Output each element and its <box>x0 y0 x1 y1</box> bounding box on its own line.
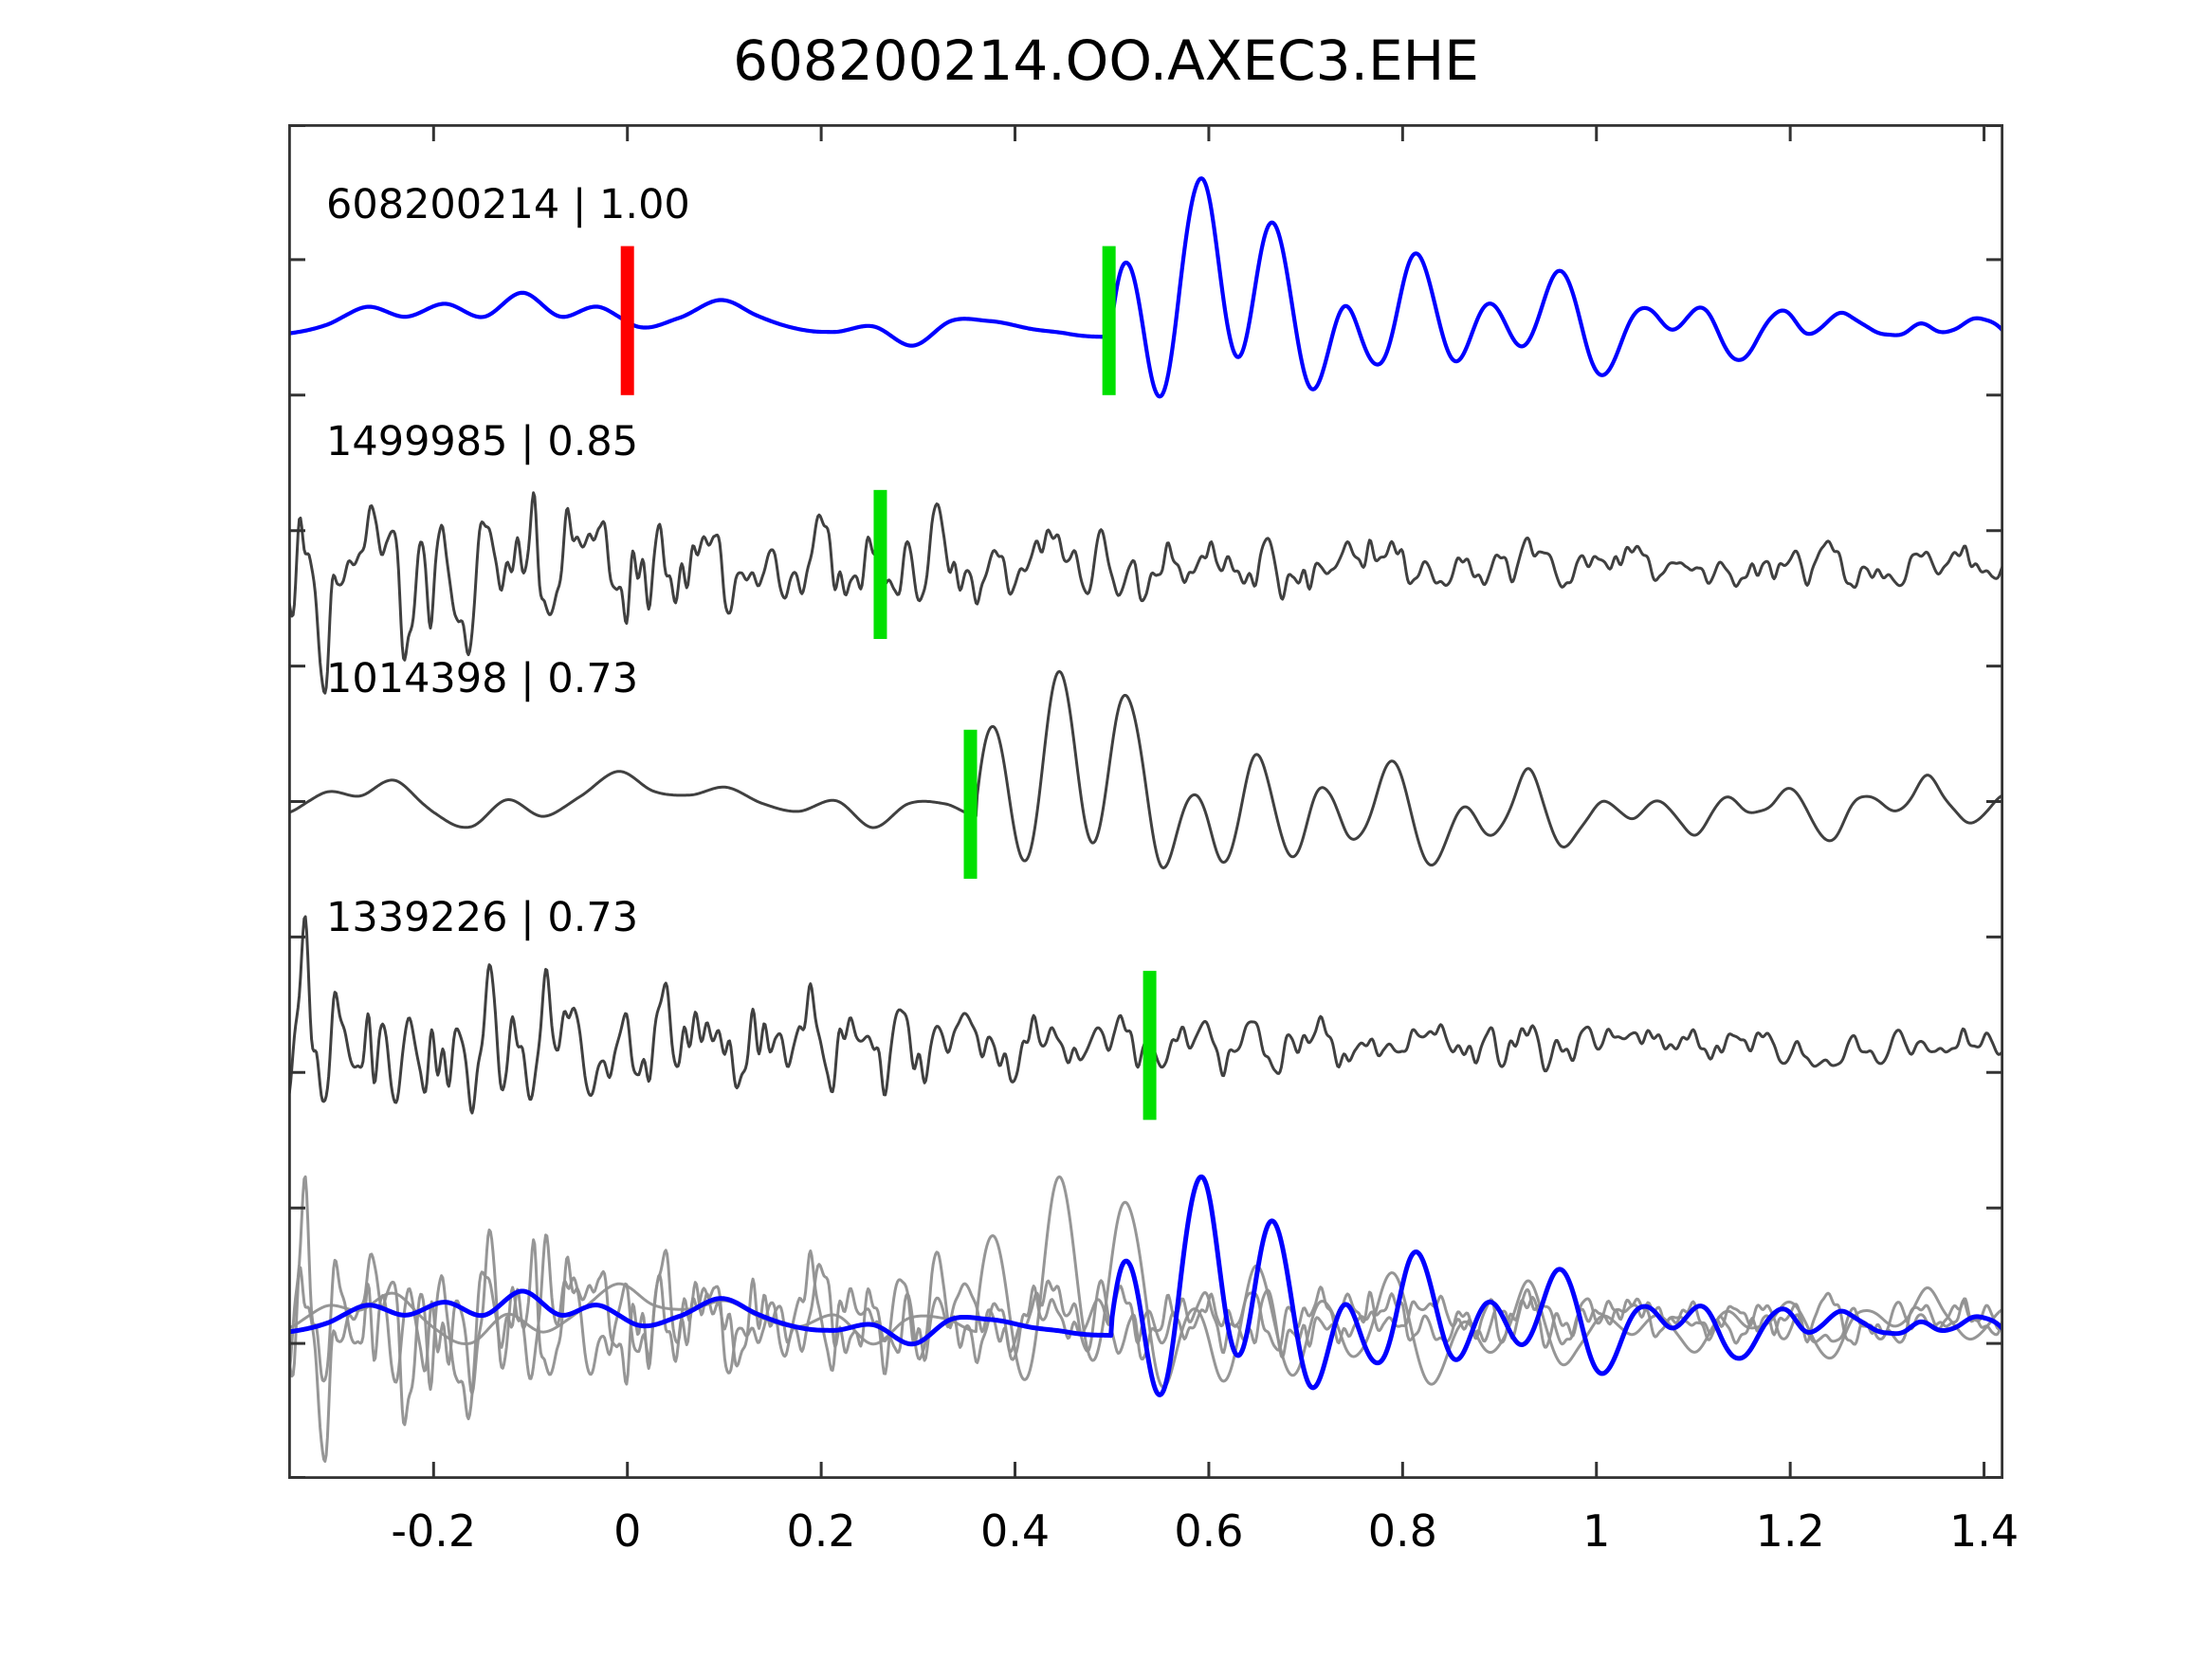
trace-label-2: 1014398 | 0.73 <box>326 655 639 702</box>
overlay-blue-trace <box>288 1174 2003 1397</box>
x-tick-label-7: 1.2 <box>1755 1505 1825 1557</box>
traces-group <box>288 176 2003 1463</box>
x-tick-label-3: 0.4 <box>979 1505 1051 1557</box>
trace-label-3: 1339226 | 0.73 <box>326 894 639 941</box>
trace-label-0: 608200214 | 1.00 <box>326 181 690 228</box>
x-tick-label-4: 0.6 <box>1174 1505 1244 1557</box>
waveform-trace-0 <box>288 176 2003 399</box>
pick-marker-s-panel-3 <box>1143 971 1157 1121</box>
x-tick-label-2: 0.2 <box>786 1505 856 1557</box>
x-axis-tick-labels: -0.2 0 0.2 0.4 0.6 0.8 1 1.2 1.4 <box>0 1505 2212 1572</box>
x-tick-label-1: 0 <box>613 1505 642 1557</box>
trace-label-1: 1499985 | 0.85 <box>326 418 639 465</box>
plot-area: 608200214 | 1.00 1499985 | 0.85 1014398 … <box>288 124 2003 1479</box>
waveform-plot <box>288 124 2003 1479</box>
x-tick-label-5: 0.8 <box>1367 1505 1437 1557</box>
pick-marker-s-panel-0 <box>1102 246 1116 395</box>
axes-frame <box>288 124 2003 1479</box>
overlay-gray-trace-3 <box>288 1175 2003 1395</box>
x-tick-label-0: -0.2 <box>391 1505 477 1557</box>
pick-marker-p-panel-0 <box>620 246 634 395</box>
pick-marker-s-panel-2 <box>963 729 978 879</box>
axes-frame-rect <box>288 124 2003 1479</box>
waveform-trace-1 <box>288 491 2003 695</box>
pick-marker-s-panel-1 <box>873 489 887 640</box>
x-tick-label-6: 1 <box>1582 1505 1611 1557</box>
page-title: 608200214.OO.AXEC3.EHE <box>733 28 1479 93</box>
pick-markers-group <box>620 246 1157 1121</box>
waveform-trace-2 <box>288 669 2003 869</box>
x-tick-label-8: 1.4 <box>1948 1505 2020 1557</box>
